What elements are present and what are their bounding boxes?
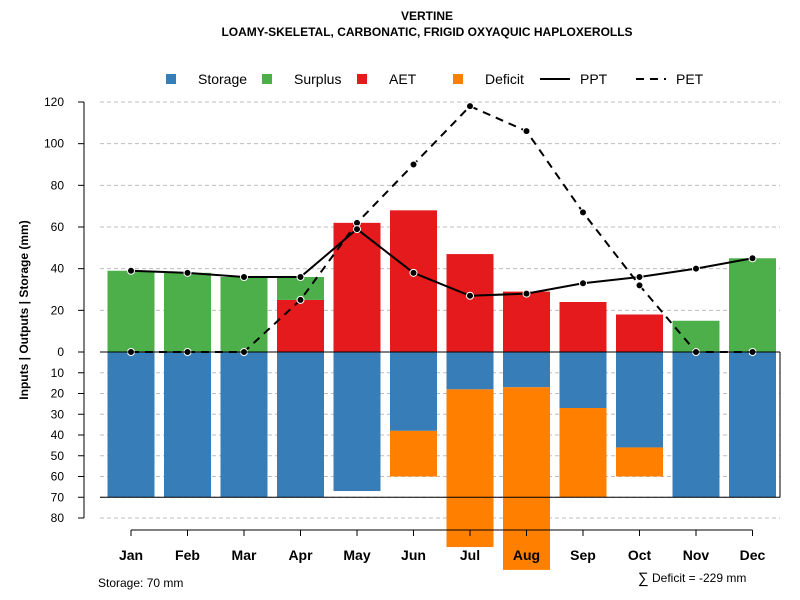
y-tick-label: 10 [51, 366, 65, 380]
x-tick-label-mar: Mar [232, 547, 257, 563]
x-tick-label-feb: Feb [175, 547, 200, 563]
surplus-bar [220, 277, 268, 352]
y-axis-label: Inputs | Outputs | Storage (mm) [17, 220, 31, 399]
storage-bar [616, 352, 663, 448]
storage-note: Storage: 70 mm [98, 576, 183, 590]
storage-bar [333, 352, 381, 492]
legend-label-ppt: PPT [580, 71, 608, 87]
ppt-point [635, 273, 644, 281]
legend: Storage Surplus AET Deficit PPT PET [166, 71, 704, 87]
storage-bar [107, 352, 155, 498]
deficit-bar [616, 447, 663, 477]
legend-label-deficit: Deficit [485, 71, 524, 87]
pet-point [296, 295, 305, 304]
pet-point [522, 127, 531, 136]
y-tick-label: 70 [51, 490, 65, 504]
storage-bar [220, 352, 268, 498]
y-tick-label: 80 [51, 178, 65, 192]
ppt-point [748, 254, 757, 263]
storage-bar [672, 352, 720, 498]
y-tick-label: 60 [51, 470, 65, 484]
storage-bar [729, 352, 776, 498]
surplus-bar [729, 258, 776, 352]
bars [107, 210, 776, 570]
pet-point [579, 208, 587, 217]
x-tick-label-jul: Jul [460, 547, 480, 563]
legend-swatch-aet [357, 74, 367, 84]
legend-label-surplus: Surplus [294, 71, 341, 87]
axes: 0 20 40 60 80 100 120 10 20 30 40 50 60 70 80 Jan Feb Mar… [44, 95, 781, 563]
ppt-point [579, 279, 587, 288]
storage-bar [164, 352, 211, 498]
pet-point [635, 281, 644, 290]
x-tick-label-nov: Nov [683, 547, 710, 563]
deficit-bar [446, 389, 494, 548]
legend-label-storage: Storage [198, 71, 247, 87]
ppt-point [466, 291, 474, 300]
aet-bar [390, 210, 437, 352]
sum-icon: ∑ [638, 570, 649, 587]
x-tick-label-apr: Apr [288, 547, 313, 563]
ppt-point [183, 268, 192, 277]
ppt-point [127, 266, 135, 275]
legend-swatch-storage [166, 74, 176, 84]
y-tick-label: 40 [51, 262, 65, 276]
ppt-point [522, 289, 531, 298]
y-tick-label: 40 [51, 428, 65, 442]
y-tick-label: 100 [44, 137, 64, 151]
aet-bar [616, 314, 663, 352]
legend-swatch-deficit [453, 74, 463, 84]
y-tick-label: 50 [51, 449, 65, 463]
deficit-note: Deficit = -229 mm [652, 571, 746, 585]
storage-bar [446, 352, 494, 390]
chart-title: VERTINE [401, 9, 453, 23]
ppt-line [130, 227, 753, 297]
y-tick-label: 60 [51, 220, 65, 234]
ppt-point [353, 225, 361, 234]
storage-bar [559, 352, 607, 409]
legend-label-pet: PET [676, 71, 704, 87]
aet-bar [446, 254, 494, 352]
y-tick-label: 30 [51, 407, 65, 421]
ppt-point [296, 273, 305, 281]
x-tick-label-jun: Jun [401, 547, 426, 563]
surplus-bar [672, 320, 720, 352]
y-tick-label: 80 [51, 511, 65, 525]
y-tick-label: 0 [57, 345, 64, 359]
pet-point [466, 102, 474, 111]
surplus-bar [107, 270, 155, 352]
x-tick-label-aug: Aug [513, 547, 540, 563]
deficit-bar [559, 408, 607, 498]
y-tick-label: 20 [51, 303, 65, 317]
aet-bar [277, 299, 324, 352]
aet-bar [559, 302, 607, 352]
ppt-point [692, 264, 700, 273]
ppt-point [240, 273, 248, 281]
y-tick-label: 120 [44, 95, 64, 109]
x-tick-label-dec: Dec [740, 547, 766, 563]
chart-subtitle: LOAMY-SKELETAL, CARBONATIC, FRIGID OXYAQ… [221, 25, 632, 39]
legend-swatch-surplus [262, 74, 272, 84]
x-tick-label-may: May [343, 547, 370, 563]
x-tick-label-oct: Oct [628, 547, 652, 563]
surplus-bar [164, 272, 211, 352]
pet-point [409, 160, 418, 169]
legend-label-aet: AET [389, 71, 417, 87]
aet-bar [503, 291, 550, 352]
x-tick-label-jan: Jan [119, 547, 143, 563]
storage-bar [390, 352, 437, 431]
deficit-bar [390, 430, 437, 477]
storage-bar [503, 352, 550, 388]
deficit-bar [503, 387, 550, 570]
storage-bar [277, 352, 324, 498]
ppt-point [409, 268, 418, 277]
x-tick-label-sep: Sep [570, 547, 596, 563]
y-tick-label: 20 [51, 387, 65, 401]
